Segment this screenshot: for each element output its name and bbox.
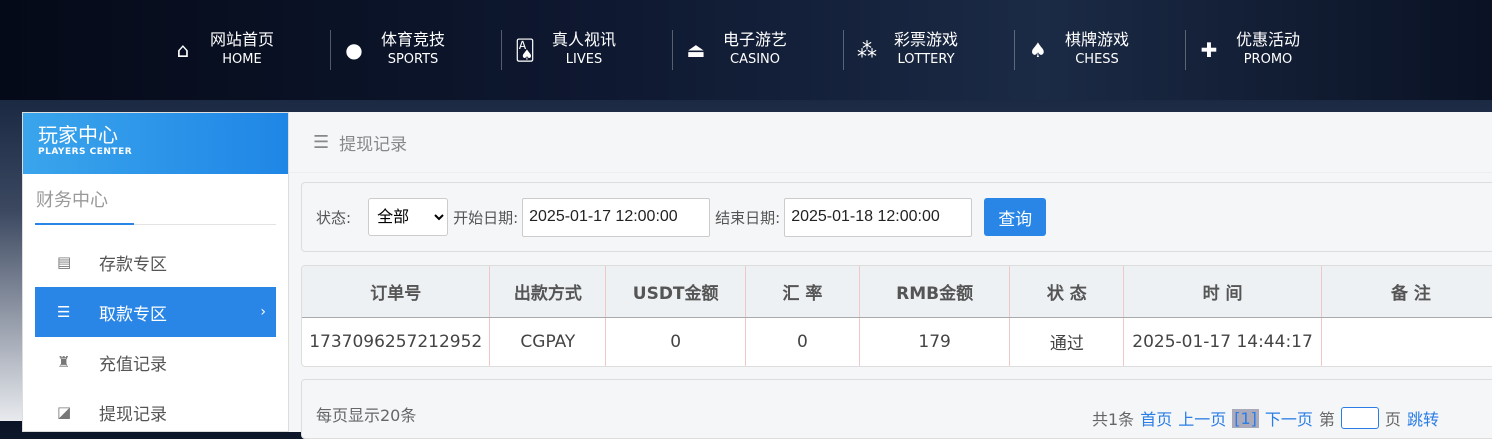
spade-icon: ♠ xyxy=(1029,38,1047,62)
exchange-rate: 0 xyxy=(745,317,860,366)
status-select[interactable]: 全部 xyxy=(368,198,449,236)
rmb-amount: 179 xyxy=(859,317,1011,366)
nav-label: 彩票游戏 xyxy=(894,30,959,49)
nav-label: 优惠活动 xyxy=(1236,30,1301,49)
home-icon: ⌂ xyxy=(176,38,190,62)
page-prefix: 第 xyxy=(1318,410,1335,429)
nav-sublabel: PROMO xyxy=(1243,52,1293,67)
end-date-label: 结束日期: xyxy=(715,208,781,227)
card-icon: ▤ xyxy=(57,253,72,271)
nav-label: 棋牌游戏 xyxy=(1065,30,1130,49)
column-header: USDT金额 xyxy=(605,266,747,318)
usdt-amount: 0 xyxy=(605,317,747,366)
page-title: 提现记录 xyxy=(339,134,408,155)
next-page-link[interactable]: 下一页 xyxy=(1264,410,1313,429)
nav-promo[interactable]: ✚ 优惠活动 PROMO xyxy=(1186,30,1357,70)
column-header: 时 间 xyxy=(1123,266,1322,318)
status-label: 状态: xyxy=(316,208,352,227)
start-date-label: 开始日期: xyxy=(453,208,519,227)
nav-sublabel: LOTTERY xyxy=(897,52,955,67)
joystick-icon: ⏏ xyxy=(686,38,706,62)
gift-icon: ✚ xyxy=(1200,38,1218,62)
hand-money-icon: ☰ xyxy=(57,303,71,321)
current-page[interactable]: [1] xyxy=(1232,408,1259,428)
jump-link[interactable]: 跳转 xyxy=(1406,410,1439,429)
cards-icon: 🂡 xyxy=(514,38,536,62)
sidebar-header: 玩家中心 PLAYERS CENTER xyxy=(23,113,288,174)
nav-label: 网站首页 xyxy=(210,30,275,49)
nav-chess[interactable]: ♠ 棋牌游戏 CHESS xyxy=(1015,30,1186,70)
sidebar: 玩家中心 PLAYERS CENTER 财务中心 ▤ 存款专区 ☰ 取款专区 › ♜ 充… xyxy=(22,112,289,432)
first-page-link[interactable]: 首页 xyxy=(1140,410,1173,429)
sidebar-item-label: 充值记录 xyxy=(99,354,167,375)
column-header: 备 注 xyxy=(1321,266,1492,318)
payout-method: CGPAY xyxy=(489,317,607,366)
money-bag-icon: ♜ xyxy=(57,353,71,371)
sidebar-title: 玩家中心 xyxy=(38,123,118,147)
nav-label: 体育竞技 xyxy=(381,30,446,49)
nav-sublabel: SPORTS xyxy=(387,52,439,67)
menu-icon[interactable]: ☰ xyxy=(313,131,330,153)
nav-casino[interactable]: ⏏ 电子游艺 CASINO xyxy=(673,30,844,70)
nav-lottery[interactable]: ⁂ 彩票游戏 LOTTERY xyxy=(844,30,1015,70)
sidebar-item-withdraw-records[interactable]: ◪ 提现记录 xyxy=(35,387,276,437)
column-header: 出款方式 xyxy=(489,266,607,318)
lottery-balls-icon: ⁂ xyxy=(857,38,877,62)
nav-label: 电子游艺 xyxy=(723,30,788,49)
ball-icon: ● xyxy=(345,38,363,62)
remark xyxy=(1321,317,1492,366)
nav-sublabel: CHESS xyxy=(1075,52,1119,67)
sidebar-item-withdraw[interactable]: ☰ 取款专区 › xyxy=(35,287,276,337)
time: 2025-01-17 14:44:17 xyxy=(1123,317,1322,366)
status: 通过 xyxy=(1009,317,1125,366)
pagination: 每页显示20条 共1条 首页 上一页 [1] 下一页 第 页 跳转 xyxy=(301,379,1492,439)
section-title: 财务中心 xyxy=(36,190,108,211)
sidebar-item-label: 存款专区 xyxy=(99,254,167,275)
total-count: 共1条 xyxy=(1092,410,1135,429)
top-navigation: ⌂ 网站首页 HOME ● 体育竞技 SPORTS 🂡 真人视讯 LIVES ⏏ 电子游艺 CA… xyxy=(0,0,1492,100)
query-button[interactable]: 查询 xyxy=(984,198,1047,236)
nav-label: 真人视讯 xyxy=(552,30,617,49)
table-row: 1737096257212952 CGPAY 0 0 179 通过 2025-0… xyxy=(302,317,1492,366)
sidebar-item-label: 提现记录 xyxy=(99,404,167,425)
prev-page-link[interactable]: 上一页 xyxy=(1178,410,1227,429)
filter-bar: 状态: 全部 开始日期: 结束日期: 查询 xyxy=(301,182,1492,252)
wallet-icon: ◪ xyxy=(57,403,72,421)
chevron-right-icon: › xyxy=(260,304,266,320)
nav-sublabel: CASINO xyxy=(730,52,781,67)
breadcrumb: ☰ 提现记录 xyxy=(289,112,1492,173)
nav-home[interactable]: ⌂ 网站首页 HOME xyxy=(160,30,331,70)
order-id: 1737096257212952 xyxy=(302,317,491,366)
end-date-input[interactable] xyxy=(784,197,973,237)
per-page-text: 每页显示20条 xyxy=(316,406,417,425)
column-header: 汇 率 xyxy=(745,266,860,318)
nav-sublabel: LIVES xyxy=(565,52,603,67)
sidebar-subtitle: PLAYERS CENTER xyxy=(38,147,133,157)
sidebar-item-recharge-records[interactable]: ♜ 充值记录 xyxy=(35,337,276,387)
column-header: 状 态 xyxy=(1009,266,1125,318)
sidebar-item-label: 取款专区 xyxy=(99,304,167,325)
column-header: 订单号 xyxy=(302,266,491,318)
nav-sublabel: HOME xyxy=(222,52,262,67)
nav-sports[interactable]: ● 体育竞技 SPORTS xyxy=(331,30,502,70)
column-header: RMB金额 xyxy=(859,266,1011,318)
sidebar-item-deposit[interactable]: ▤ 存款专区 xyxy=(35,237,276,287)
main-content: ☰ 提现记录 状态: 全部 开始日期: 结束日期: 查询 订单号 出款方式 USD… xyxy=(289,112,1492,439)
start-date-input[interactable] xyxy=(522,197,711,237)
page-suffix: 页 xyxy=(1384,410,1401,429)
section-heading: 财务中心 xyxy=(35,186,276,225)
nav-lives[interactable]: 🂡 真人视讯 LIVES xyxy=(502,30,673,70)
page-number-input[interactable] xyxy=(1340,407,1379,429)
records-table: 订单号 出款方式 USDT金额 汇 率 RMB金额 状 态 时 间 备 注 17… xyxy=(301,265,1492,367)
